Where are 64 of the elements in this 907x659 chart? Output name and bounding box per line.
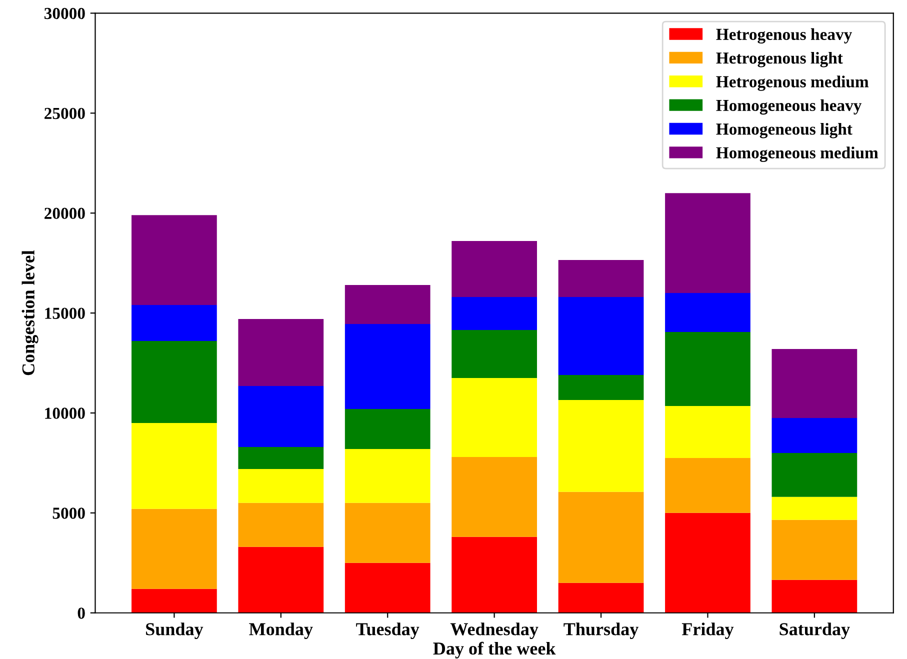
legend-label: Hetrogenous medium bbox=[716, 76, 869, 91]
bar bbox=[132, 305, 217, 342]
bar bbox=[132, 422, 217, 509]
bar bbox=[452, 456, 537, 537]
bar bbox=[452, 297, 537, 330]
bar bbox=[665, 458, 750, 513]
bar bbox=[665, 406, 750, 458]
bar bbox=[772, 580, 858, 613]
bar bbox=[665, 512, 750, 613]
bar bbox=[772, 349, 858, 418]
bar bbox=[558, 582, 644, 613]
y-tick-label: 5000 bbox=[52, 508, 85, 519]
x-tick-label: Sunday bbox=[146, 622, 204, 640]
bar bbox=[344, 285, 430, 324]
bar bbox=[238, 546, 324, 613]
x-tick-label: Monday bbox=[249, 622, 313, 640]
y-tick-label: 15000 bbox=[45, 308, 85, 319]
x-tick-label: Friday bbox=[682, 622, 734, 640]
bar bbox=[665, 293, 750, 332]
bar bbox=[772, 496, 858, 520]
bar bbox=[344, 562, 430, 613]
x-tick-label: Wednesday bbox=[450, 622, 538, 640]
x-tick-label: Thursday bbox=[564, 622, 638, 640]
bar bbox=[558, 492, 644, 583]
bar bbox=[772, 452, 858, 497]
y-tick-label: 25000 bbox=[44, 108, 85, 120]
y-axis-title: Congestion level bbox=[22, 250, 38, 376]
x-axis-title: Day of the week bbox=[433, 642, 556, 658]
bar bbox=[344, 408, 430, 449]
bar bbox=[452, 378, 537, 457]
bar bbox=[132, 508, 217, 589]
legend-label: Homogeneous heavy bbox=[716, 99, 862, 115]
legend-label: Homogeneous medium bbox=[716, 146, 878, 162]
bar bbox=[344, 502, 430, 563]
bar bbox=[452, 330, 537, 378]
bar bbox=[772, 418, 858, 453]
legend-label: Hetrogenous heavy bbox=[716, 28, 852, 44]
bar bbox=[132, 341, 217, 423]
y-tick-label: 10000 bbox=[45, 408, 85, 419]
bar bbox=[132, 215, 217, 306]
bar bbox=[558, 260, 644, 298]
bar bbox=[558, 374, 644, 400]
bar bbox=[665, 332, 750, 406]
bar bbox=[238, 319, 324, 386]
legend-label: Hetrogenous light bbox=[716, 52, 843, 68]
bar bbox=[452, 241, 537, 298]
bar bbox=[344, 448, 430, 503]
y-tick-label: 30000 bbox=[44, 8, 85, 20]
bar bbox=[132, 588, 217, 613]
bar bbox=[238, 446, 324, 469]
y-tick-label: 20000 bbox=[44, 208, 85, 220]
x-tick-label: Saturday bbox=[780, 622, 850, 640]
x-tick-label: Tuesday bbox=[356, 622, 420, 640]
bar bbox=[238, 502, 324, 547]
legend-label: Homogeneous light bbox=[716, 123, 852, 138]
bar bbox=[558, 400, 644, 492]
bar bbox=[238, 468, 324, 503]
bar bbox=[238, 386, 324, 447]
bar bbox=[665, 193, 750, 294]
bar bbox=[344, 324, 430, 409]
bar bbox=[558, 297, 644, 375]
y-tick-label: 0 bbox=[78, 608, 85, 619]
bar bbox=[772, 520, 858, 580]
bar bbox=[452, 536, 537, 613]
